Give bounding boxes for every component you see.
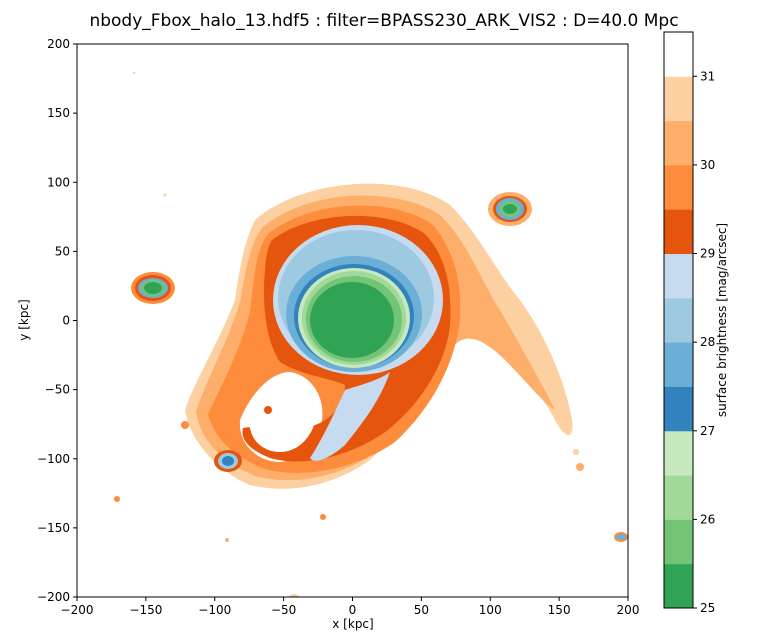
y-tick-label: 0 — [62, 314, 70, 328]
satellite-bottom-left — [214, 450, 242, 472]
colorbar-level — [664, 253, 693, 299]
colorbar-tick-label: 30 — [700, 158, 715, 172]
speck — [264, 406, 272, 414]
x-tick-label: 50 — [414, 603, 429, 617]
colorbar-level — [664, 519, 693, 565]
speck — [163, 193, 167, 197]
colorbar-level — [664, 120, 693, 166]
x-tick-label: 200 — [617, 603, 640, 617]
level-25_5-core — [310, 282, 394, 358]
satellite-bottom-right — [614, 532, 628, 542]
colorbar-level — [664, 342, 693, 387]
x-tick-label: −150 — [129, 603, 162, 617]
colorbar-label: surface brightness [mag/arcsec] — [715, 223, 729, 417]
x-tick-label: 100 — [479, 603, 502, 617]
level-29-arm — [310, 372, 390, 461]
y-tick-label: 100 — [47, 175, 70, 189]
colorbar-level — [664, 209, 693, 255]
x-tick-label: −50 — [271, 603, 296, 617]
speck — [320, 514, 326, 520]
speck — [181, 421, 189, 429]
x-axis: −200 −150 −100 −50 0 50 100 150 200 — [61, 597, 640, 617]
y-tick-label: 200 — [47, 37, 70, 51]
y-tick-label: −50 — [45, 383, 70, 397]
y-tick-label: 150 — [47, 106, 70, 120]
y-axis: −200 −150 −100 −50 0 50 100 150 200 — [37, 37, 77, 604]
y-tick-label: −150 — [37, 521, 70, 535]
colorbar: 25 26 27 28 29 30 31 — [663, 31, 715, 615]
colorbar-tick-label: 28 — [700, 335, 715, 349]
chart-title: nbody_Fbox_halo_13.hdf5 : filter=BPASS23… — [89, 11, 678, 31]
x-tick-label: 150 — [548, 603, 571, 617]
speck — [114, 496, 120, 502]
y-axis-label: y [kpc] — [17, 299, 31, 340]
speck — [225, 538, 229, 542]
colorbar-level — [664, 297, 693, 343]
colorbar-tick-label: 26 — [700, 512, 715, 526]
speck — [573, 449, 579, 455]
colorbar-level — [664, 563, 693, 609]
surface-brightness-map — [114, 71, 628, 597]
colorbar-level — [664, 32, 693, 77]
colorbar-tick-label: 31 — [700, 69, 715, 83]
x-tick-label: −200 — [61, 603, 94, 617]
x-axis-label: x [kpc] — [332, 617, 373, 631]
speck — [132, 71, 136, 75]
colorbar-tick-label: 27 — [700, 424, 715, 438]
loop-inner — [249, 383, 316, 452]
speck — [576, 463, 584, 471]
y-tick-label: −200 — [37, 590, 70, 604]
x-tick-label: −100 — [198, 603, 231, 617]
x-tick-label: 0 — [349, 603, 357, 617]
y-tick-label: 50 — [55, 244, 70, 258]
colorbar-level — [664, 76, 693, 122]
satellite-top-right — [488, 192, 532, 226]
colorbar-frame — [663, 31, 694, 609]
colorbar-level — [664, 386, 693, 432]
colorbar-level — [664, 475, 693, 520]
speck — [289, 594, 299, 597]
satellite-left — [131, 272, 175, 304]
colorbar-level — [664, 164, 693, 210]
y-tick-label: −100 — [37, 452, 70, 466]
colorbar-tick-label: 25 — [700, 601, 715, 615]
colorbar-tick-label: 29 — [700, 247, 715, 261]
colorbar-level — [664, 430, 693, 476]
